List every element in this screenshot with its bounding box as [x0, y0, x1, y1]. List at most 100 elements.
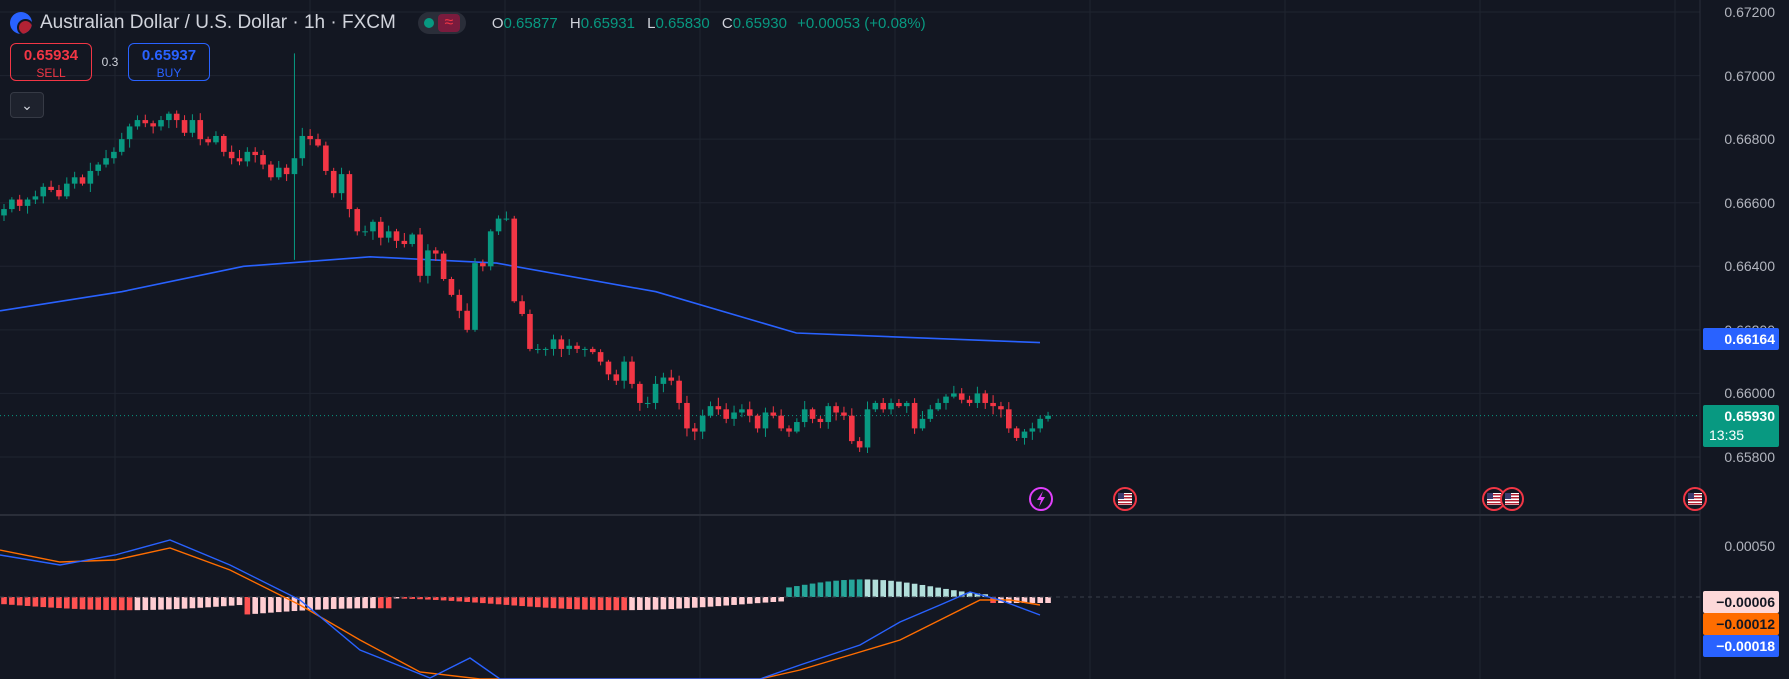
candle-body — [637, 383, 643, 403]
macd-histogram-bar — [801, 584, 808, 597]
macd-histogram-bar — [1, 597, 7, 605]
macd-histogram-bar — [911, 583, 918, 597]
candle-body — [103, 158, 109, 165]
flag-canton — [1688, 493, 1694, 499]
macd-histogram-bar — [542, 597, 549, 608]
macd-histogram-bar — [48, 597, 54, 608]
macd-histogram-bar — [378, 597, 384, 609]
candle-body — [888, 402, 894, 410]
candle-body — [291, 158, 298, 175]
macd-histogram-bar — [746, 597, 753, 604]
price-axis-tick: 0.66000 — [1724, 385, 1775, 402]
candle-body — [315, 139, 321, 146]
candle-body — [754, 415, 761, 429]
macd-histogram-bar — [958, 591, 965, 597]
macd-histogram-bar — [9, 597, 15, 605]
candle-body — [16, 199, 23, 206]
macd-histogram-bar — [535, 597, 541, 608]
candle-body — [158, 120, 164, 127]
flag-stripe — [1487, 503, 1501, 505]
market-status-badge[interactable]: ≈ — [417, 12, 466, 34]
candle-body — [566, 345, 572, 349]
ma-price-label: 0.66164 — [1703, 328, 1779, 350]
macd-histogram-bar — [715, 597, 722, 607]
sell-label: SELL — [36, 66, 66, 80]
open-value: 0.65877 — [503, 14, 558, 32]
candle-body — [495, 218, 502, 232]
candle-body — [684, 402, 690, 429]
candle-body — [283, 167, 290, 175]
macd-histogram-bar — [487, 597, 494, 604]
candle-body — [134, 120, 141, 127]
macd-histogram-bar — [896, 581, 902, 597]
flag-stripe — [1688, 503, 1702, 505]
last-price-label: 0.65930 13:35 — [1703, 405, 1779, 447]
candle-body — [527, 313, 533, 349]
candle-body — [346, 174, 353, 210]
candle-body — [974, 393, 981, 403]
low-label: L — [647, 14, 656, 32]
macd-pane — [0, 539, 1700, 679]
candle-body — [872, 402, 879, 410]
price-axis-tick: 0.67200 — [1724, 4, 1775, 20]
macd-histogram-bar — [519, 597, 525, 607]
candle-body — [825, 406, 832, 423]
macd-histogram-bar — [856, 579, 863, 597]
collapse-legend-button[interactable]: ⌄ — [10, 92, 44, 118]
macd-histogram-bar — [935, 587, 941, 597]
flag-stripe — [1505, 503, 1519, 505]
candle-body — [393, 231, 400, 241]
candle-body — [9, 199, 15, 210]
us-flag-icon[interactable] — [1500, 487, 1524, 511]
macd-histogram-bar — [409, 597, 415, 599]
macd-histogram-bar — [872, 579, 879, 597]
us-flag-icon[interactable] — [1683, 487, 1707, 511]
macd-histogram-bar — [425, 597, 431, 600]
macd-histogram-bar — [464, 597, 470, 602]
candle-body — [213, 135, 219, 143]
macd-histogram-bar — [448, 597, 455, 601]
price-axis-tick: 0.66400 — [1724, 258, 1775, 275]
candle-body — [951, 393, 957, 397]
macd-histogram-bar — [338, 597, 345, 609]
flash-event-icon[interactable] — [1029, 487, 1053, 511]
macd-histogram-bar — [739, 597, 745, 605]
sell-button[interactable]: 0.65934 SELL — [10, 43, 92, 81]
candle-body — [252, 151, 258, 156]
macd-histogram-bar — [511, 597, 518, 606]
candle-body — [95, 164, 101, 171]
macd-histogram-bar — [40, 597, 47, 608]
candle-body — [323, 145, 329, 171]
macd-histogram-bar — [417, 597, 423, 600]
buy-button[interactable]: 0.65937 BUY — [128, 43, 210, 81]
candle-body — [244, 151, 251, 162]
lightning-glyph — [1037, 491, 1045, 507]
market-open-icon — [423, 18, 434, 28]
macd-histogram-bar — [762, 597, 769, 603]
macd-histogram-bar — [370, 597, 376, 609]
price-axis-tick: 0.66600 — [1724, 194, 1775, 211]
candle-body — [935, 402, 941, 410]
symbol-title[interactable]: Australian Dollar / U.S. Dollar · 1h · F… — [40, 12, 396, 33]
close-label: C — [721, 14, 733, 32]
candle-body — [621, 361, 627, 381]
macd-histogram-bar — [291, 597, 298, 612]
macd-histogram-bar — [228, 597, 235, 606]
candle-body — [480, 263, 486, 267]
candle-body — [24, 199, 31, 206]
candle-body — [487, 231, 494, 267]
candle-body — [126, 126, 133, 140]
macd-histogram-bar — [236, 597, 243, 606]
macd-histogram-bar — [205, 597, 211, 608]
candle-body — [166, 113, 172, 121]
candle-body — [841, 412, 847, 416]
macd-histogram-bar — [597, 597, 604, 611]
candle-body — [409, 234, 415, 245]
candle-body — [849, 415, 855, 442]
chart-header: Australian Dollar / U.S. Dollar · 1h · F… — [10, 10, 926, 36]
macd-histogram-bar — [676, 597, 682, 609]
high-value: 0.65931 — [580, 14, 635, 32]
candle-body — [432, 250, 439, 254]
us-flag-icon[interactable] — [1113, 487, 1137, 511]
